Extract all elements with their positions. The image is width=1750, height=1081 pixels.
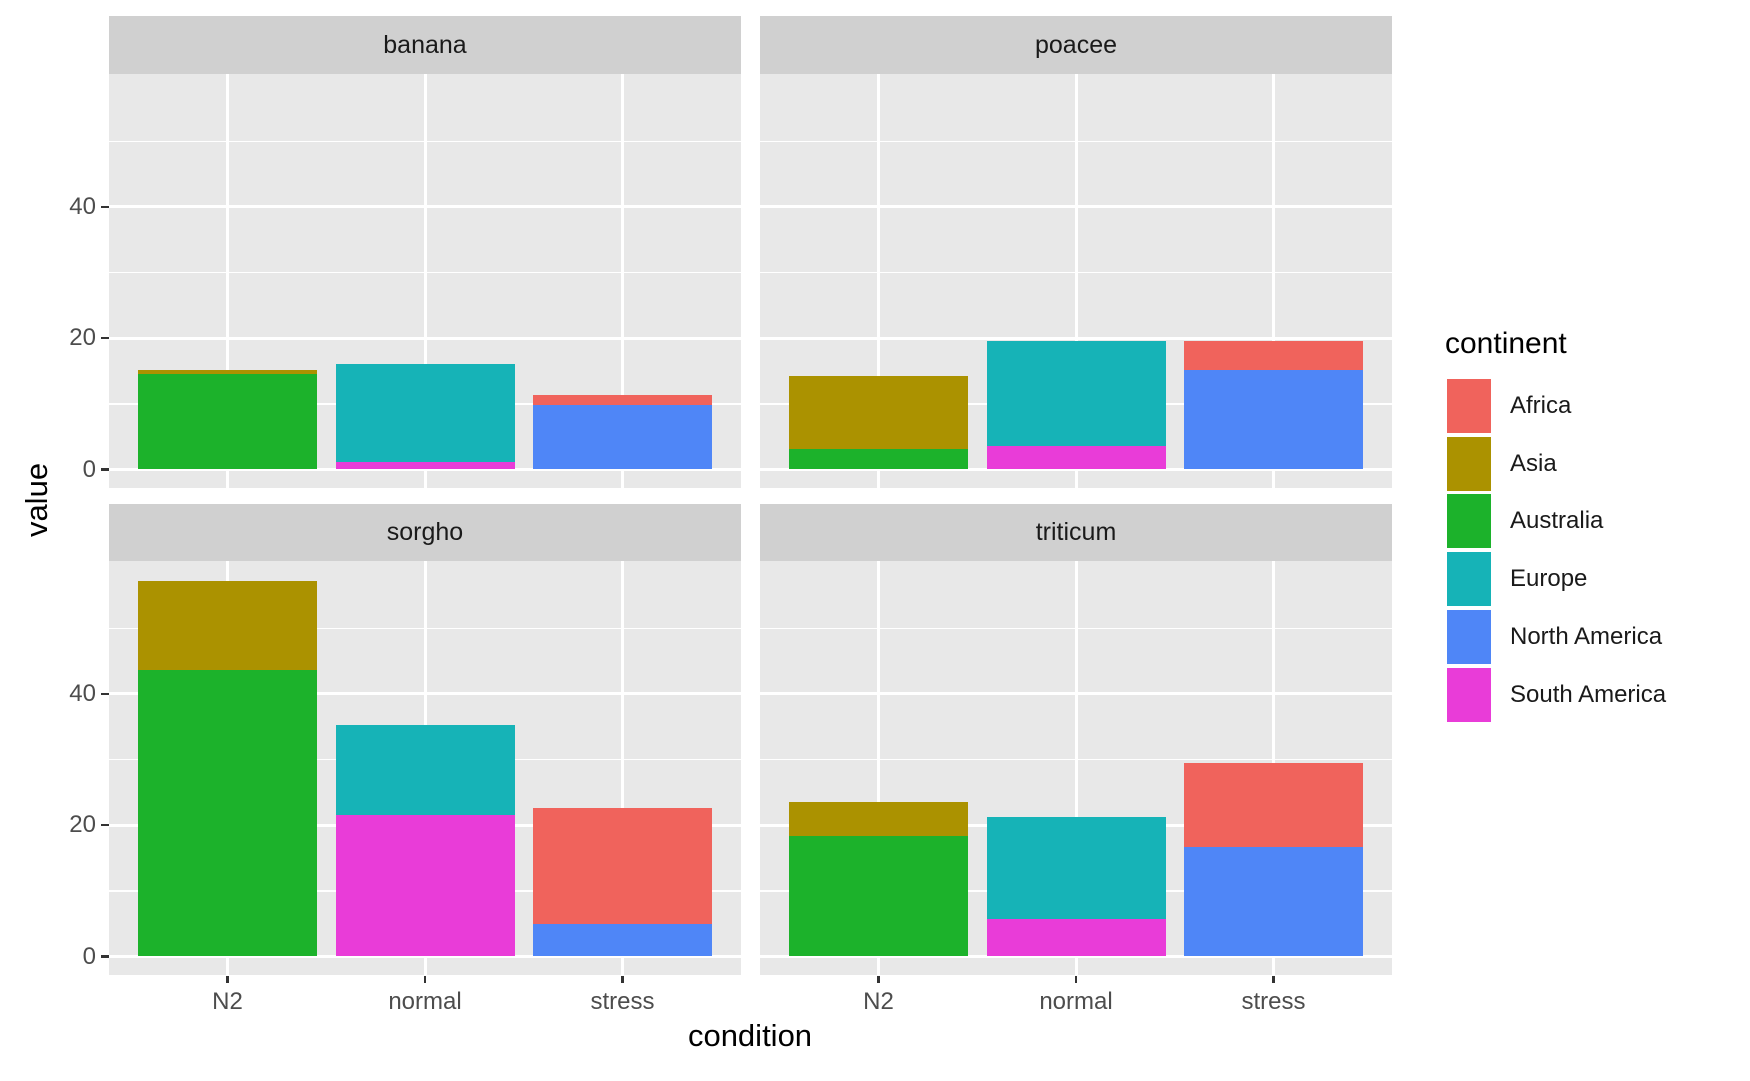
gridline-vertical-normal [423,74,427,488]
gridline-vertical-normal [1074,561,1078,975]
bar-banana-normal-south-america [335,461,515,470]
facet-panel-sorgho [109,561,741,975]
x-axis-title: condition [687,1018,813,1053]
gridline-major-y40 [760,205,1392,209]
bar-poacee-normal-south-america [986,445,1166,470]
facet-strip-banana: banana [109,16,741,74]
bar-sorgho-normal-south-america [335,815,515,957]
bar-banana-N2-australia [138,374,317,470]
gridline-major-y40 [109,205,741,209]
legend-title: continent [1445,327,1567,360]
x-axis-tick-col1-normal [1074,975,1078,983]
y-axis-tick-row1-20 [101,823,109,827]
gridline-major-y0 [109,468,741,471]
legend-label-africa: Africa [1510,392,1572,419]
gridline-major-y40 [109,692,741,696]
gridline-minor-y50 [760,140,1392,142]
x-tick-label-col0-stress: stress [590,988,655,1015]
y-axis-tick-row0-20 [101,336,109,340]
gridline-vertical-N2 [226,74,229,488]
y-tick-label-row1-0: 0 [82,942,96,970]
legend-swatch-asia [1447,436,1491,491]
facet-strip-poacee: poacee [760,16,1392,74]
x-axis-tick-col0-stress [621,975,624,983]
bar-sorgho-stress-north-america [533,923,712,957]
gridline-minor-y50 [109,627,741,629]
y-tick-label-row1-40: 40 [69,679,96,707]
facet-strip-sorgho: sorgho [109,504,741,561]
gridline-major-y0 [760,468,1392,471]
legend-swatch-africa [1447,379,1491,433]
gridline-vertical-stress [621,561,624,975]
bar-banana-N2-asia [138,369,317,375]
gridline-major-y20 [109,336,741,340]
x-axis-tick-col0-normal [423,975,427,983]
x-tick-label-col1-normal: normal [1039,988,1113,1015]
x-axis-tick-col1-N2 [877,975,880,983]
gridline-vertical-stress [1272,74,1275,488]
bar-sorgho-normal-europe [335,724,515,816]
bar-poacee-normal-europe [986,341,1166,446]
bar-poacee-N2-asia [789,376,968,450]
gridline-minor-y50 [109,140,741,142]
facet-strip-triticum: triticum [760,504,1392,561]
gridline-major-y0 [109,955,741,958]
bar-poacee-stress-north-america [1184,370,1363,470]
x-axis-tick-col0-N2 [226,975,229,983]
facet-panel-poacee [760,74,1392,488]
bar-poacee-N2-australia [789,449,968,470]
bar-sorgho-N2-asia [138,580,317,670]
x-tick-label-col1-N2: N2 [863,988,894,1015]
y-axis-tick-row1-0 [101,955,109,958]
x-tick-label-col0-N2: N2 [212,988,243,1015]
x-tick-label-col1-stress: stress [1241,988,1306,1015]
bar-banana-stress-africa [533,395,712,405]
legend-swatch-europe [1447,552,1491,607]
bar-triticum-stress-north-america [1184,846,1363,957]
bar-poacee-stress-africa [1184,341,1363,371]
gridline-minor-y30 [109,271,741,274]
legend-label-australia: Australia [1510,507,1604,535]
gridline-major-y0 [760,955,1392,958]
legend-swatch-australia [1447,494,1491,549]
gridline-minor-y50 [760,627,1392,629]
legend-label-europe: Europe [1510,565,1588,593]
legend-label-south-america: South America [1510,680,1667,708]
bar-triticum-normal-europe [986,817,1166,920]
gridline-major-y20 [760,336,1392,340]
bar-triticum-N2-australia [789,836,968,957]
facet-panel-banana [109,74,741,488]
bar-triticum-normal-south-america [986,919,1166,957]
legend-swatch-south-america [1447,667,1491,722]
legend-label-asia: Asia [1510,449,1557,477]
bar-triticum-N2-asia [789,801,968,837]
legend-label-north-america: North America [1510,622,1663,650]
y-tick-label-row0-20: 20 [69,324,96,352]
x-axis-tick-col1-stress [1272,975,1275,983]
y-axis-tick-row0-40 [101,205,109,209]
bar-triticum-stress-africa [1184,762,1363,847]
y-axis-tick-row1-40 [101,692,109,696]
y-axis-tick-row0-0 [101,468,109,471]
bar-banana-stress-north-america [533,404,712,470]
gridline-vertical-stress [621,74,624,488]
bar-sorgho-N2-australia [138,669,317,957]
x-tick-label-col0-normal: normal [388,988,462,1015]
gridline-minor-y30 [760,758,1392,761]
gridline-minor-y30 [760,271,1392,274]
bar-sorgho-stress-africa [533,808,712,924]
bar-banana-normal-europe [335,363,515,462]
gridline-major-y40 [760,692,1392,696]
y-tick-label-row0-40: 40 [69,192,96,220]
y-tick-label-row1-20: 20 [69,811,96,839]
gridline-vertical-N2 [877,74,880,488]
gridline-vertical-normal [1074,74,1078,488]
facet-panel-triticum [760,561,1392,975]
gridline-vertical-N2 [877,561,880,975]
legend-swatch-north-america [1447,609,1491,664]
y-tick-label-row0-0: 0 [82,455,96,483]
